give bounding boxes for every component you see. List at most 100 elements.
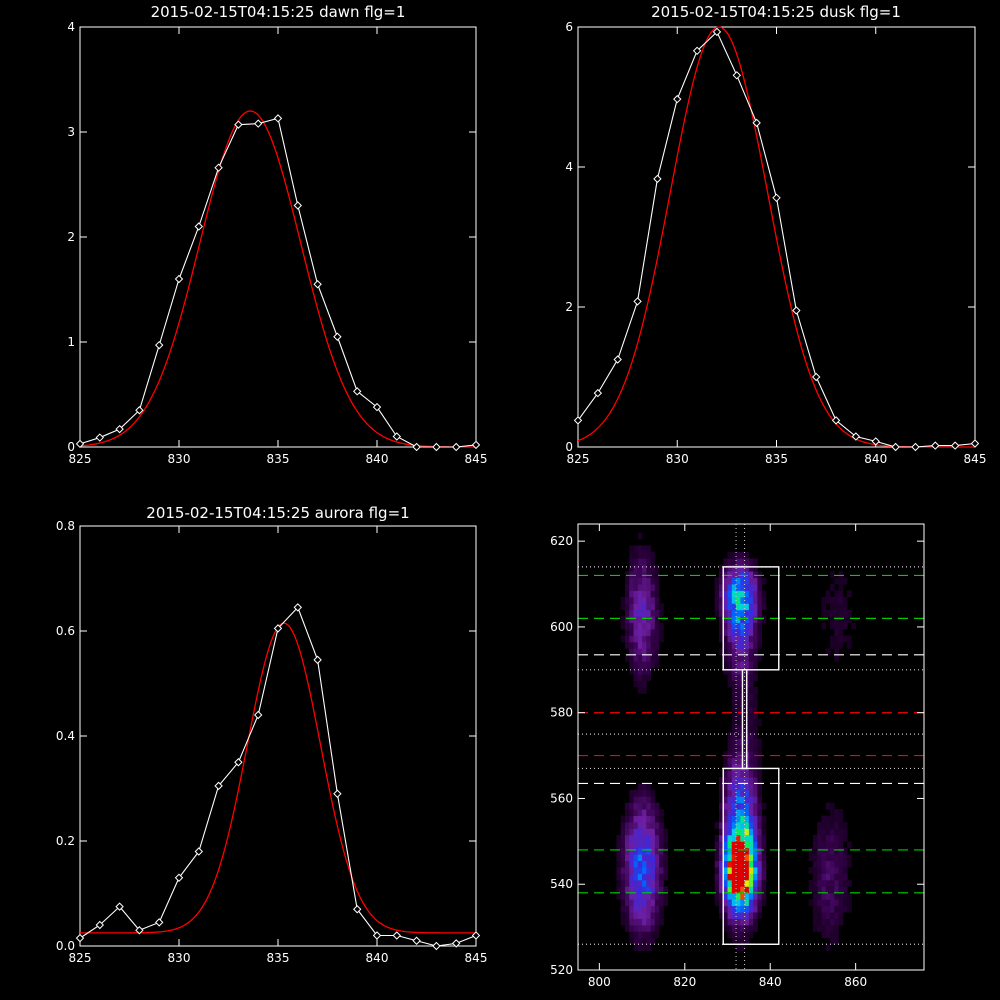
- heatmap-cell: [723, 886, 728, 894]
- heatmap-cell: [633, 815, 639, 823]
- data-point-marker: [970, 439, 980, 448]
- heatmap-cell: [633, 789, 639, 797]
- heatmap-cell: [825, 879, 831, 887]
- heatmap-cell: [637, 545, 643, 553]
- heatmap-cell: [646, 558, 652, 566]
- heatmap-cell: [748, 571, 754, 579]
- y-tick-label: 560: [550, 791, 573, 805]
- heatmap-cell: [624, 603, 630, 611]
- heatmap-cell: [654, 596, 660, 604]
- heatmap-cell: [727, 899, 733, 907]
- heatmap-cell: [629, 635, 634, 643]
- heatmap-cell: [731, 616, 737, 624]
- heatmap-cell: [714, 860, 720, 868]
- heatmap-cell: [650, 796, 656, 804]
- heatmap-cell: [757, 879, 763, 887]
- heatmap-cell: [740, 918, 745, 926]
- heatmap-cell: [624, 629, 630, 636]
- heatmap-cell: [633, 558, 639, 566]
- heatmap-cell: [838, 834, 844, 842]
- heatmap-cell: [736, 686, 741, 694]
- data-point-marker: [412, 936, 421, 945]
- heatmap-cell: [830, 834, 835, 842]
- dusk-panel-title: 2015-02-15T04:15:25 dusk flg=1: [651, 3, 901, 21]
- y-tick-label: 4: [67, 20, 75, 34]
- heatmap-cell: [727, 558, 733, 566]
- heatmap-cell: [624, 590, 630, 598]
- heatmap-cell: [753, 757, 758, 765]
- heatmap-cell: [727, 590, 733, 598]
- heatmap-cell: [736, 744, 741, 752]
- data-point-marker: [752, 118, 761, 128]
- heatmap-cell: [637, 680, 643, 688]
- heatmap-cell: [646, 571, 652, 579]
- heatmap-cell: [642, 841, 647, 849]
- heatmap-cell: [633, 596, 639, 604]
- heatmap-cell: [748, 744, 754, 752]
- heatmap-cell: [757, 757, 763, 765]
- heatmap-cell: [642, 667, 647, 675]
- heatmap-cell: [650, 931, 656, 939]
- heatmap-cell: [629, 796, 634, 804]
- heatmap-cell: [731, 912, 737, 919]
- heatmap-cell: [723, 577, 728, 585]
- heatmap-cell: [629, 654, 634, 662]
- y-tick-label: 3: [67, 125, 75, 139]
- heatmap-cell: [642, 937, 647, 945]
- heatmap-cell: [659, 635, 664, 643]
- heatmap-cell: [723, 912, 728, 919]
- heatmap-cell: [736, 912, 741, 919]
- heatmap-cell: [659, 603, 664, 611]
- heatmap-cell: [748, 834, 754, 842]
- data-point-marker: [471, 931, 481, 940]
- heatmap-cell: [744, 661, 750, 669]
- heatmap-cell: [736, 822, 741, 829]
- heatmap-cell: [646, 545, 652, 553]
- heatmap-cell: [646, 918, 652, 926]
- data-point-marker: [174, 274, 184, 284]
- heatmap-cell: [633, 571, 639, 579]
- heatmap-cell: [714, 892, 720, 900]
- heatmap-cell: [654, 847, 660, 855]
- heatmap-cell: [650, 937, 656, 945]
- heatmap-cell: [624, 577, 630, 585]
- heatmap-cell: [736, 918, 741, 926]
- data-point-marker: [412, 442, 421, 452]
- heatmap-cell: [637, 822, 643, 829]
- heatmap-cell: [659, 905, 664, 913]
- plot-frame: [577, 523, 925, 971]
- heatmap-cell: [736, 828, 741, 836]
- heatmap-cell: [637, 584, 643, 591]
- data-point-marker: [653, 174, 662, 184]
- heatmap-cell: [753, 860, 758, 868]
- heatmap-cell: [718, 796, 724, 804]
- heatmap-cell: [821, 834, 827, 842]
- heatmap-cell: [624, 860, 630, 868]
- heatmap-cell: [830, 571, 835, 579]
- heatmap-cell: [761, 892, 767, 900]
- heatmap-cell: [731, 847, 737, 855]
- observed-line: [79, 117, 477, 448]
- heatmap-cell: [748, 809, 754, 817]
- heatmap-cell: [753, 854, 758, 862]
- heatmap-cell: [642, 860, 647, 868]
- heatmap-cell: [830, 854, 835, 862]
- heatmap-cell: [761, 616, 767, 624]
- heatmap-cell: [659, 815, 664, 823]
- heatmap-cell: [650, 551, 656, 559]
- heatmap-cell: [629, 789, 634, 797]
- fit-curve: [80, 622, 476, 934]
- data-point-marker: [891, 442, 900, 452]
- heatmap-cell: [642, 641, 647, 649]
- heatmap-cell: [740, 551, 745, 559]
- heatmap-cell: [731, 648, 737, 656]
- heatmap-cell: [740, 635, 745, 643]
- heatmap-cell: [650, 809, 656, 817]
- heatmap-cell: [736, 867, 741, 874]
- roi-box: [722, 566, 780, 671]
- heatmap-cell: [838, 584, 844, 591]
- data-point-marker: [471, 440, 481, 450]
- heatmap-cell: [637, 686, 643, 694]
- heatmap-cell: [620, 912, 626, 919]
- heatmap-cell: [727, 828, 733, 836]
